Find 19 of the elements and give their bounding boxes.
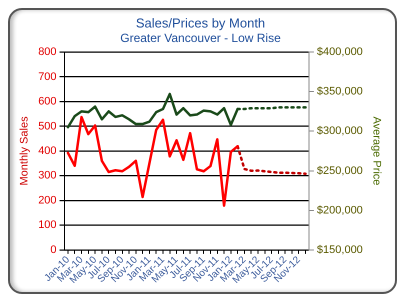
y-tick-label: 400: [38, 145, 57, 157]
y-tick-label: 200: [38, 194, 57, 206]
y-tick-label: 100: [38, 219, 57, 232]
y-tick-label: 600: [38, 96, 57, 108]
y-axis-title: Monthly Sales: [18, 116, 31, 186]
y2-tick-label: $250,000: [316, 164, 363, 177]
y2-axis-title: Average Price: [370, 116, 382, 186]
y-tick-label: 700: [38, 70, 57, 83]
y2-tick-label: $350,000: [316, 86, 363, 98]
chart-title: Sales/Prices by Month: [136, 15, 266, 30]
y-tick-label: 800: [38, 46, 57, 58]
line-series: [236, 145, 307, 175]
y-tick-label: 500: [38, 120, 57, 132]
y2-tick-label: $150,000: [316, 244, 363, 256]
y2-tick-label: $400,000: [316, 46, 363, 58]
y-tick-label: 300: [38, 170, 57, 182]
y-tick-label: 0: [50, 244, 57, 256]
y2-tick-label: $300,000: [316, 125, 363, 138]
y2-tick-label: $200,000: [316, 204, 363, 216]
